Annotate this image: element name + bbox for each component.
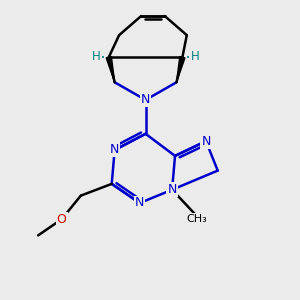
Text: CH₃: CH₃ [187,214,208,224]
Text: N: N [167,183,177,196]
Polygon shape [106,57,115,82]
Text: N: N [201,135,211,148]
Text: N: N [135,196,144,209]
Text: H: H [190,50,199,63]
Polygon shape [176,57,185,82]
Text: O: O [57,213,67,226]
Text: N: N [141,93,150,106]
Text: N: N [110,143,119,157]
Text: H: H [92,50,101,63]
